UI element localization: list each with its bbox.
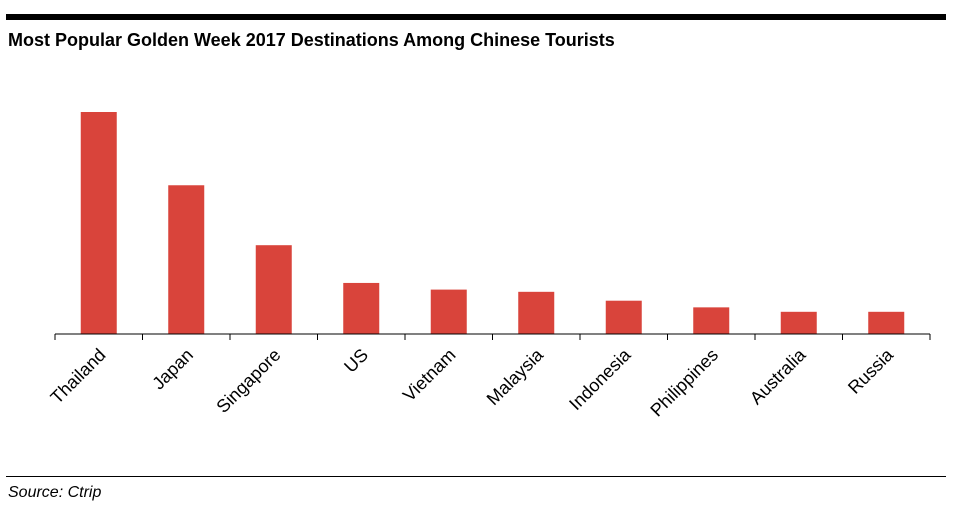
- bar-us: [343, 282, 380, 334]
- bars-group: [80, 112, 905, 334]
- bar-thailand: [80, 112, 117, 334]
- x-tick-label-malaysia: Malaysia: [483, 344, 548, 409]
- bar-malaysia: [518, 291, 555, 334]
- bar-chart: Thailand Japan Singapore US Vietnam Malaysia I…: [47, 112, 931, 420]
- bottom-rule: [6, 476, 946, 477]
- source-note: Source: Ctrip: [8, 484, 102, 501]
- x-tick-label-thailand: Thailand: [47, 345, 110, 408]
- x-tick-label-singapore: Singapore: [212, 345, 284, 417]
- x-axis: [54, 333, 931, 340]
- bar-singapore: [255, 245, 292, 334]
- bar-philippines: [693, 307, 730, 334]
- top-rule: [6, 14, 946, 20]
- x-tick-label-us: US: [340, 345, 372, 377]
- x-tick-label-australia: Australia: [746, 344, 810, 408]
- x-tick-label-russia: Russia: [844, 344, 898, 398]
- bar-australia: [780, 311, 817, 334]
- x-tick-label-indonesia: Indonesia: [565, 344, 635, 414]
- x-tick-label-japan: Japan: [148, 345, 197, 394]
- bar-vietnam: [430, 289, 467, 334]
- x-tick-label-philippines: Philippines: [646, 345, 722, 421]
- bar-russia: [868, 311, 905, 334]
- x-tick-label-vietnam: Vietnam: [399, 345, 460, 406]
- x-tick-labels: Thailand Japan Singapore US Vietnam Malaysia I…: [47, 344, 898, 420]
- bar-japan: [168, 185, 205, 334]
- page-title: Most Popular Golden Week 2017 Destinatio…: [8, 30, 615, 50]
- bar-indonesia: [605, 300, 642, 334]
